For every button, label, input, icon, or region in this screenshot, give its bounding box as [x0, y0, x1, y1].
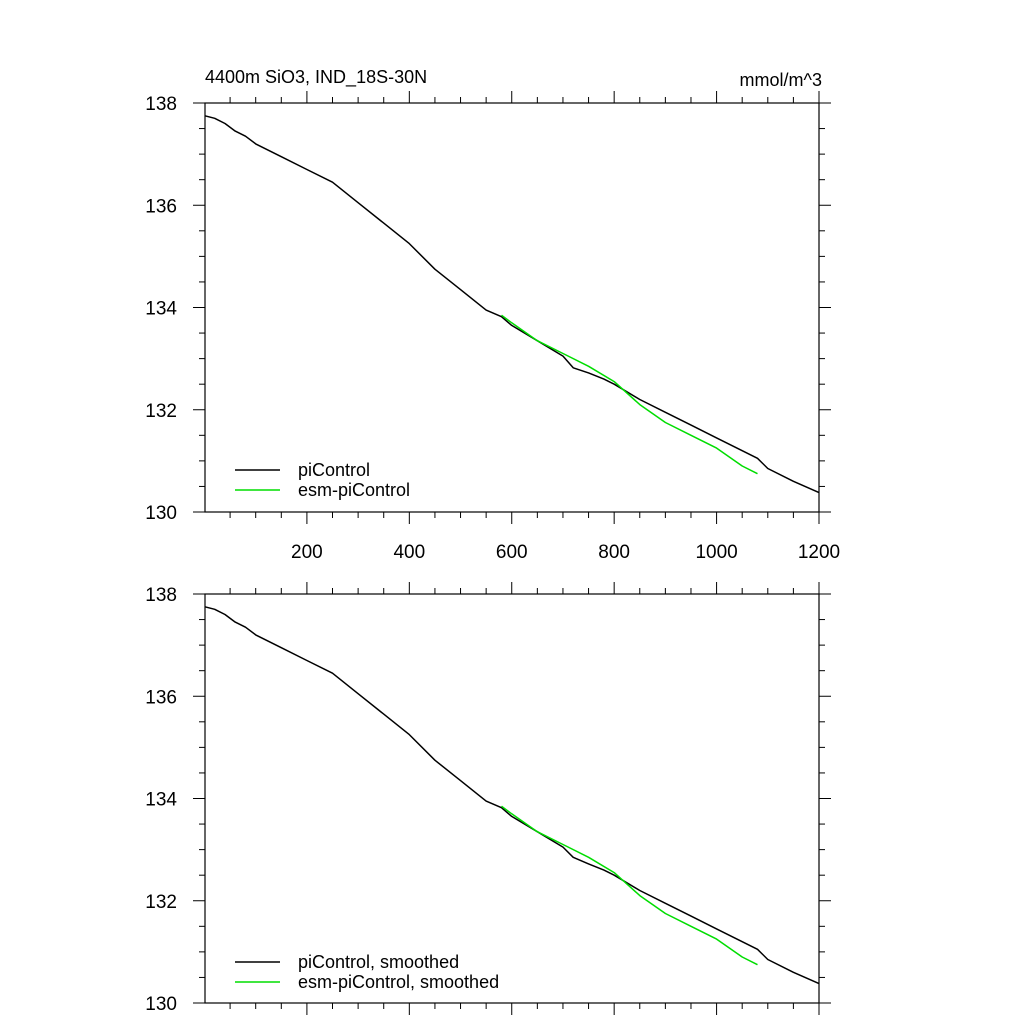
- legend-label-esm-picontrol: esm-piControl: [298, 480, 410, 500]
- top-ytick-label: 138: [145, 94, 177, 115]
- top-xtick-label: 1000: [695, 542, 737, 563]
- top-xtick-label: 600: [496, 542, 528, 563]
- legend-label-picontrol-smoothed: piControl, smoothed: [298, 952, 459, 972]
- bottom-ytick-label: 136: [145, 687, 177, 708]
- bottom-panel: 130 132 134 136 138 piControl, smoothed esm-…: [145, 582, 831, 1015]
- top-series-line-esm-picontrol: [501, 314, 758, 475]
- units-label: mmol/m^3: [740, 70, 822, 90]
- bottom-ytick-label: 132: [145, 892, 177, 913]
- legend-label-picontrol: piControl: [298, 460, 370, 480]
- bottom-ytick-label: 138: [145, 585, 177, 606]
- top-series-line-picontrol: [204, 115, 820, 494]
- top-series-group: [204, 115, 820, 494]
- legend-label-esm-picontrol-smoothed: esm-piControl, smoothed: [298, 972, 499, 992]
- bottom-legend: piControl, smoothed esm-piControl, smoot…: [235, 952, 499, 992]
- bottom-series-line-picontrol: [204, 606, 820, 985]
- top-xtick-label: 200: [291, 542, 323, 563]
- bottom-series-group: [204, 606, 820, 985]
- top-ytick-label: 130: [145, 503, 177, 524]
- top-xtick-label: 800: [598, 542, 630, 563]
- top-xtick-label: 1200: [798, 542, 840, 563]
- top-ytick-label: 136: [145, 196, 177, 217]
- bottom-ytick-label: 134: [145, 790, 177, 811]
- top-ytick-label: 132: [145, 401, 177, 422]
- top-axes: 130 132 134 136 138 200 400 600 800 1000 1200: [145, 91, 840, 563]
- bottom-ytick-label: 130: [145, 994, 177, 1015]
- top-legend: piControl esm-piControl: [235, 460, 410, 500]
- top-ytick-label: 134: [145, 299, 177, 320]
- chart-title: 4400m SiO3, IND_18S-30N: [205, 67, 427, 88]
- bottom-series-line-esm-picontrol: [501, 805, 758, 966]
- top-panel: 4400m SiO3, IND_18S-30N mmol/m^3 1301321…: [145, 67, 840, 563]
- top-xtick-label: 400: [393, 542, 425, 563]
- bottom-axes: 130 132 134 136 138: [145, 582, 831, 1015]
